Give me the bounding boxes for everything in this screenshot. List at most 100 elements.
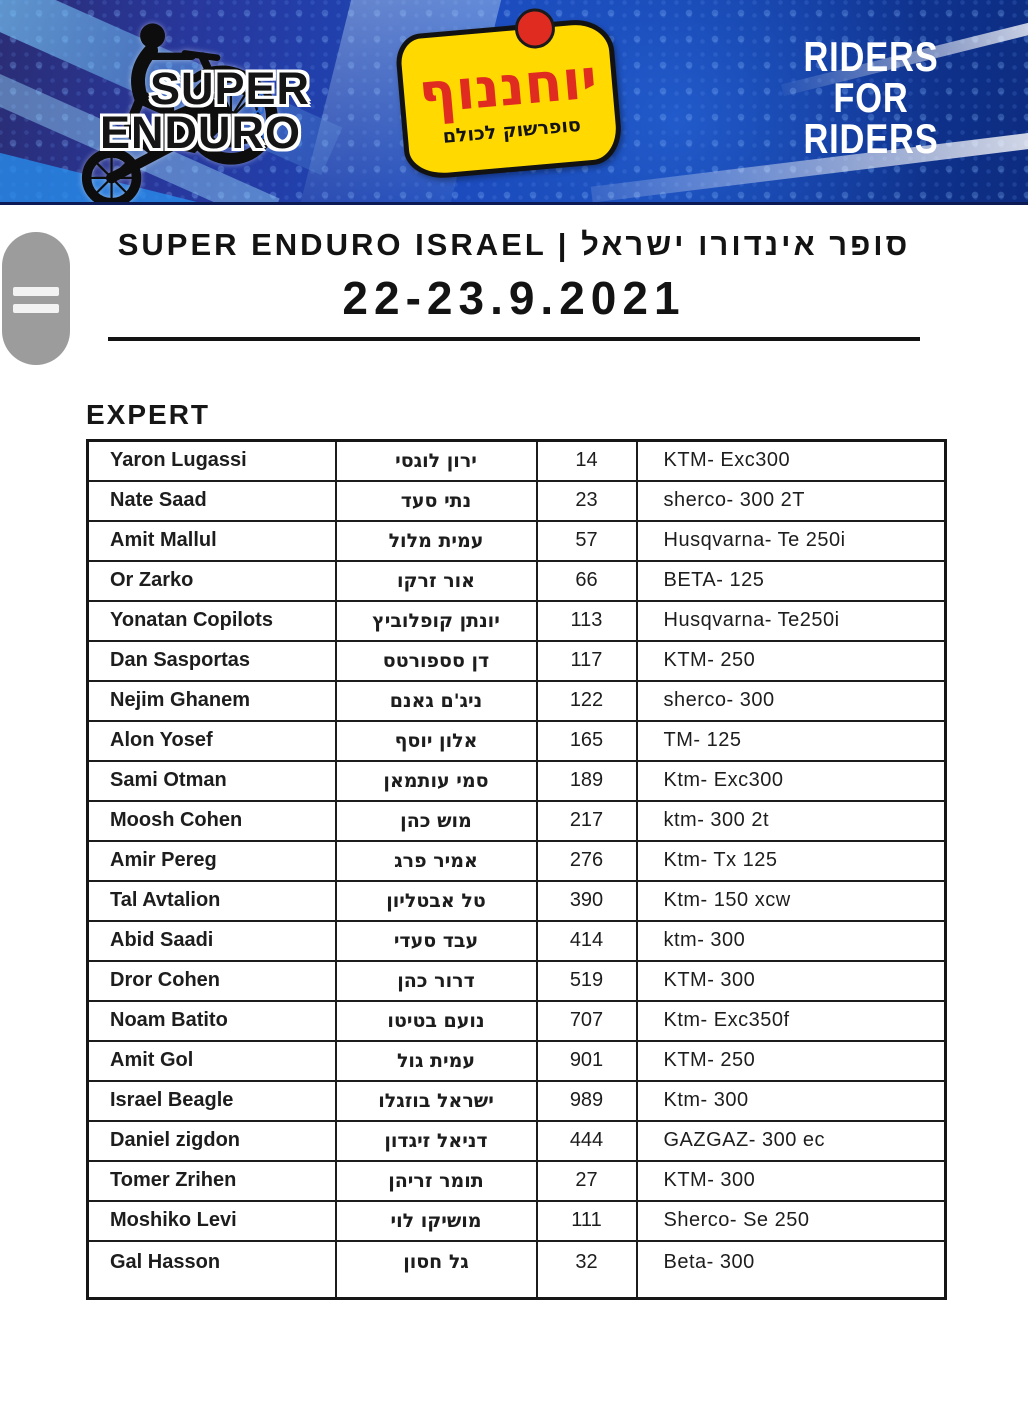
- rider-name-en-cell: Amit Gol: [86, 1039, 337, 1082]
- rider-name-en-cell: Nejim Ghanem: [86, 679, 337, 722]
- rider-name-he-cell: עבד סעדי: [334, 919, 538, 962]
- table-row: Yaron Lugassi ירון לוגסי 14 KTM- Exc300: [86, 439, 947, 482]
- rider-name-en-cell: Yaron Lugassi: [86, 439, 337, 482]
- rider-number-cell: 122: [535, 679, 638, 722]
- rider-name-en-cell: Tal Avtalion: [86, 879, 337, 922]
- table-row: Tal Avtalion טל אבטליון 390 Ktm- 150 xcw: [86, 879, 947, 922]
- table-row: Nate Saad נתי סעד 23 sherco- 300 2T: [86, 479, 947, 522]
- rider-number-cell: 66: [535, 559, 638, 602]
- table-row: Amir Pereg אמיר פרג 276 Ktm- Tx 125: [86, 839, 947, 882]
- rider-number-cell: 14: [535, 439, 638, 482]
- rider-bike-cell: KTM- 250: [635, 639, 947, 682]
- rider-name-he-cell: ירון לוגסי: [334, 439, 538, 482]
- rider-name-en-cell: Yonatan Copilots: [86, 599, 337, 642]
- rider-bike-cell: KTM- Exc300: [635, 439, 947, 482]
- rider-bike-cell: TM- 125: [635, 719, 947, 762]
- rider-number-cell: 189: [535, 759, 638, 802]
- section-heading-expert: EXPERT: [86, 399, 211, 430]
- rider-name-en-cell: Moosh Cohen: [86, 799, 337, 842]
- table-row: Sami Otman סמי עותמאן 189 Ktm- Exc300: [86, 759, 947, 802]
- riders-table-body: Yaron Lugassi ירון לוגסי 14 KTM- Exc300 …: [86, 439, 947, 1300]
- table-row: Noam Batito נועם בטיטו 707 Ktm- Exc350f: [86, 999, 947, 1042]
- rider-bike-cell: Beta- 300: [635, 1239, 947, 1300]
- table-row: Abid Saadi עבד סעדי 414 ktm- 300: [86, 919, 947, 962]
- rider-name-he-cell: אמיר פרג: [334, 839, 538, 882]
- rider-bike-cell: Ktm- 300: [635, 1079, 947, 1122]
- table-row: Dan Sasportas דן סספורטס 117 KTM- 250: [86, 639, 947, 682]
- riders-for-riders-slogan: RIDERS FOR RIDERS: [785, 33, 957, 163]
- rider-bike-cell: sherco- 300 2T: [635, 479, 947, 522]
- rider-name-en-cell: Noam Batito: [86, 999, 337, 1042]
- rider-name-he-cell: תומר זריהן: [334, 1159, 538, 1202]
- rider-number-cell: 276: [535, 839, 638, 882]
- rider-bike-cell: Ktm- Exc300: [635, 759, 947, 802]
- rider-name-he-cell: אלון יוסף: [334, 719, 538, 762]
- table-row: Israel Beagle ישראל בוזגלו 989 Ktm- 300: [86, 1079, 947, 1122]
- rider-number-cell: 444: [535, 1119, 638, 1162]
- rider-name-he-cell: ניג'ם גאנם: [334, 679, 538, 722]
- rider-name-he-cell: עמית מלול: [334, 519, 538, 562]
- rider-name-he-cell: יונתן קופלוביץ: [334, 599, 538, 642]
- rider-bike-cell: Ktm- 150 xcw: [635, 879, 947, 922]
- rider-number-cell: 117: [535, 639, 638, 682]
- table-row: Alon Yosef אלון יוסף 165 TM- 125: [86, 719, 947, 762]
- rider-bike-cell: GAZGAZ- 300 ec: [635, 1119, 947, 1162]
- rider-number-cell: 165: [535, 719, 638, 762]
- table-row: Or Zarko אור זרקו 66 BETA- 125: [86, 559, 947, 602]
- rider-number-cell: 707: [535, 999, 638, 1042]
- rider-number-cell: 111: [535, 1199, 638, 1242]
- rider-name-en-cell: Alon Yosef: [86, 719, 337, 762]
- rider-bike-cell: Ktm- Exc350f: [635, 999, 947, 1042]
- super-label: SUPER: [150, 63, 311, 114]
- menu-line-icon: [13, 304, 59, 313]
- rider-bike-cell: Ktm- Tx 125: [635, 839, 947, 882]
- rider-name-en-cell: Moshiko Levi: [86, 1199, 337, 1242]
- table-row: Amit Mallul עמית מלול 57 Husqvarna- Te 2…: [86, 519, 947, 562]
- rider-bike-cell: BETA- 125: [635, 559, 947, 602]
- rider-number-cell: 217: [535, 799, 638, 842]
- menu-line-icon: [13, 287, 59, 296]
- rider-bike-cell: Sherco- Se 250: [635, 1199, 947, 1242]
- table-row: Daniel zigdon דניאל זיגדון 444 GAZGAZ- 3…: [86, 1119, 947, 1162]
- rider-name-he-cell: דניאל זיגדון: [334, 1119, 538, 1162]
- rider-name-he-cell: מושיקו לוי: [334, 1199, 538, 1242]
- header-banner: ISRAEL SUPER ENDURO יוחננוף סופרשוק לכול…: [0, 0, 1028, 205]
- rider-name-en-cell: Gal Hasson: [86, 1239, 337, 1300]
- rider-number-cell: 519: [535, 959, 638, 1002]
- rider-name-en-cell: Tomer Zrihen: [86, 1159, 337, 1202]
- rider-name-he-cell: דן סספורטס: [334, 639, 538, 682]
- title-divider: [108, 337, 920, 341]
- rider-name-he-cell: ישראל בוזגלו: [334, 1079, 538, 1122]
- table-row: Dror Cohen דרור כהן 519 KTM- 300: [86, 959, 947, 1002]
- menu-handle[interactable]: [2, 232, 70, 365]
- rider-bike-cell: ktm- 300: [635, 919, 947, 962]
- table-row: Tomer Zrihen תומר זריהן 27 KTM- 300: [86, 1159, 947, 1202]
- slogan-line: FOR: [833, 74, 909, 122]
- title-block: SUPER ENDURO ISRAEL | סופר אינדורו ישראל…: [0, 227, 1028, 341]
- rider-number-cell: 113: [535, 599, 638, 642]
- rider-bike-cell: KTM- 250: [635, 1039, 947, 1082]
- yochananof-name: יוחננוף: [416, 45, 600, 126]
- rider-name-he-cell: טל אבטליון: [334, 879, 538, 922]
- rider-name-he-cell: גל חסון: [334, 1239, 538, 1300]
- rider-bike-cell: Husqvarna- Te 250i: [635, 519, 947, 562]
- rider-name-en-cell: Dan Sasportas: [86, 639, 337, 682]
- motorcycle-rider-icon: [81, 23, 278, 202]
- slogan-line: RIDERS: [803, 33, 939, 80]
- rider-name-he-cell: דרור כהן: [334, 959, 538, 1002]
- rider-name-he-cell: נתי סעד: [334, 479, 538, 522]
- table-row: Nejim Ghanem ניג'ם גאנם 122 sherco- 300: [86, 679, 947, 722]
- rider-name-en-cell: Israel Beagle: [86, 1079, 337, 1122]
- rider-bike-cell: ktm- 300 2t: [635, 799, 947, 842]
- rider-name-en-cell: Amit Mallul: [86, 519, 337, 562]
- rider-number-cell: 57: [535, 519, 638, 562]
- rider-number-cell: 23: [535, 479, 638, 522]
- riders-table: Yaron Lugassi ירון לוגסי 14 KTM- Exc300 …: [86, 439, 947, 1300]
- rider-number-cell: 989: [535, 1079, 638, 1122]
- slogan-line: RIDERS: [803, 115, 939, 163]
- rider-bike-cell: KTM- 300: [635, 959, 947, 1002]
- event-date: 22-23.9.2021: [342, 272, 686, 324]
- table-row: Amit Gol עמית גול 901 KTM- 250: [86, 1039, 947, 1082]
- rider-name-he-cell: אור זרקו: [334, 559, 538, 602]
- rider-name-en-cell: Daniel zigdon: [86, 1119, 337, 1162]
